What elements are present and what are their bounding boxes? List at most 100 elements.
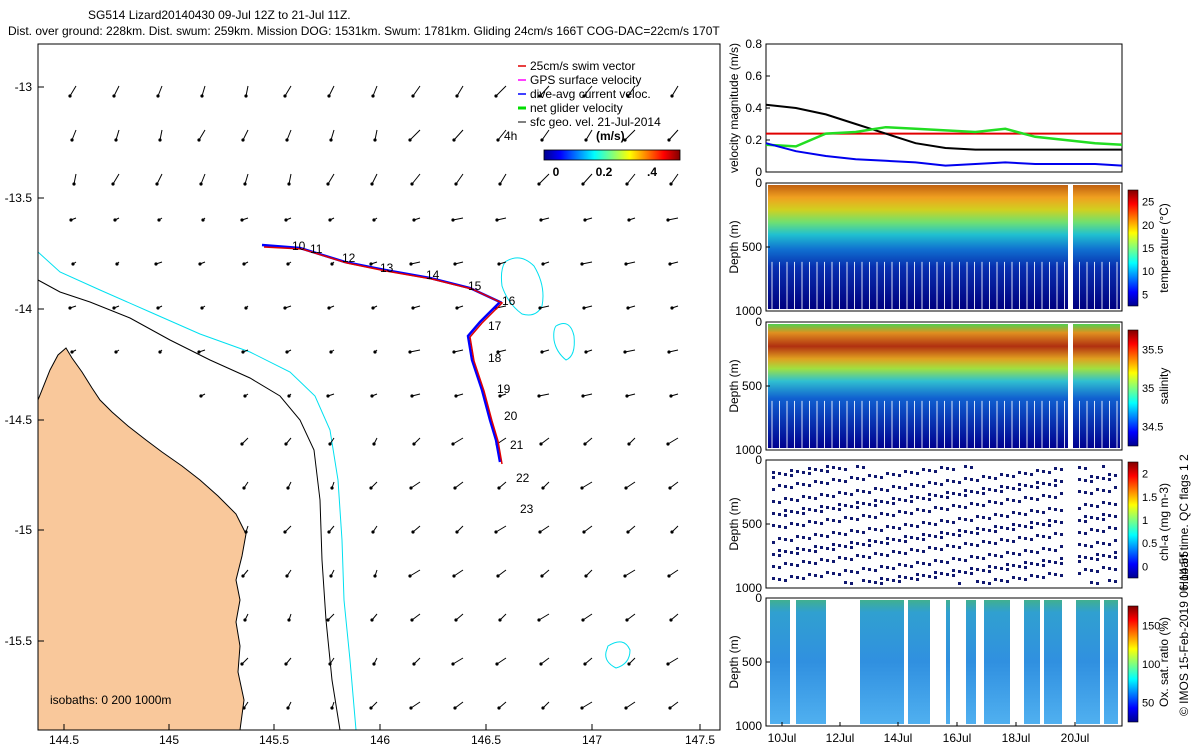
geo-arrow-head <box>240 442 244 446</box>
geo-arrow-head <box>285 350 289 354</box>
chla-point <box>982 516 985 519</box>
chla-point <box>772 577 775 580</box>
chla-point <box>1084 556 1087 559</box>
chla-point <box>874 487 877 490</box>
chla-point <box>868 556 871 559</box>
chla-point <box>832 495 835 498</box>
geo-arrow-head <box>244 94 248 98</box>
geo-arrow <box>668 129 679 141</box>
chla-point <box>826 506 829 509</box>
chla-point <box>832 478 835 481</box>
map-legend: 25cm/s swim vector GPS surface velocity … <box>518 59 661 129</box>
chla-point <box>988 565 991 568</box>
chla-point <box>988 553 991 556</box>
chla-point <box>790 474 793 477</box>
depth-tick-label: 500 <box>742 379 762 393</box>
chla-point <box>808 573 811 576</box>
chla-point <box>844 516 847 519</box>
geo-arrow-head <box>369 706 373 710</box>
chla-point <box>916 508 919 511</box>
geo-arrow <box>198 129 206 141</box>
chla-point <box>946 520 949 523</box>
geo-arrow-head <box>496 350 500 354</box>
geo-arrow-head <box>583 218 587 222</box>
chla-point <box>916 525 919 528</box>
chla-points <box>772 465 1117 585</box>
chla-point <box>1108 514 1111 517</box>
chla-point <box>958 505 961 508</box>
chla-point <box>1006 474 1009 477</box>
geo-arrow <box>627 85 636 97</box>
chla-point <box>838 467 841 470</box>
geo-arrow <box>540 657 550 665</box>
chla-point <box>1036 575 1039 578</box>
geo-arrow-head <box>625 182 629 186</box>
geo-arrow-head <box>286 486 290 490</box>
chla-point <box>808 508 811 511</box>
chla-point <box>784 526 787 529</box>
figure-title: SG514 Lizard20140430 09-Jul 12Z to 21-Ju… <box>88 8 351 22</box>
chla-point <box>790 522 793 525</box>
map-axes: 144.5 145 145.5 146 146.5 147 147.5 -13 -13.5 -14… <box>5 80 716 747</box>
chla-point <box>904 535 907 538</box>
chla-point <box>964 559 967 562</box>
chla-point <box>874 581 877 584</box>
chla-point <box>892 502 895 505</box>
geo-arrow-head <box>155 182 159 186</box>
chla-point <box>1102 513 1105 516</box>
chla-point <box>982 569 985 572</box>
chla-point <box>922 562 925 565</box>
geo-arrow-head <box>580 706 584 710</box>
geo-arrow-head <box>114 350 118 354</box>
chla-point <box>940 519 943 522</box>
chla-point <box>1030 526 1033 529</box>
chla-point <box>970 572 973 575</box>
chla-point <box>1024 549 1027 552</box>
geo-arrow <box>330 129 335 141</box>
chla-point <box>1000 567 1003 570</box>
geo-arrow-head <box>623 574 627 578</box>
oxygen-colorbar <box>1127 605 1139 723</box>
geo-arrow-head <box>670 94 674 98</box>
geo-arrow-head <box>372 218 376 222</box>
chla-point <box>850 541 853 544</box>
geo-arrow-head <box>200 306 204 310</box>
chla-point <box>802 560 805 563</box>
chla-point <box>934 559 937 562</box>
geo-arrow-head <box>668 262 672 266</box>
chla-point <box>868 491 871 494</box>
chla-point <box>922 533 925 536</box>
chla-point <box>1024 484 1027 487</box>
chla-point <box>994 542 997 545</box>
chla-point <box>1102 501 1105 504</box>
chla-point <box>892 567 895 570</box>
chla-point <box>778 578 781 581</box>
chla-point <box>940 507 943 510</box>
geo-arrow <box>411 173 421 185</box>
chla-point <box>1000 526 1003 529</box>
velocity-panel: 0 0.2 0.4 0.6 0.8 velocity magnitude (m/s) <box>727 37 1123 179</box>
chla-point <box>826 482 829 485</box>
chla-point <box>958 570 961 573</box>
geo-arrow-head <box>584 574 588 578</box>
velocity-ytick-label: 0.8 <box>745 37 762 51</box>
geo-arrow <box>453 129 464 141</box>
geo-arrow-head <box>582 94 586 98</box>
chla-point <box>1036 498 1039 501</box>
chla-point <box>1090 480 1093 483</box>
geo-arrow-head <box>452 138 456 142</box>
chla-point <box>862 466 865 469</box>
chla-point <box>904 523 907 526</box>
geo-arrow-head <box>329 350 333 354</box>
chla-point <box>1060 480 1063 483</box>
colorbar-tick-label: 35.5 <box>1142 344 1163 356</box>
chla-point <box>820 546 823 549</box>
chla-point <box>808 520 811 523</box>
chla-point <box>1078 466 1081 469</box>
legend-net-label: net glider velocity <box>530 101 623 115</box>
day-label: 22 <box>516 471 530 485</box>
chla-point <box>1042 547 1045 550</box>
geo-arrow-head <box>242 486 246 490</box>
chla-point <box>868 503 871 506</box>
geo-arrow-head <box>540 350 544 354</box>
